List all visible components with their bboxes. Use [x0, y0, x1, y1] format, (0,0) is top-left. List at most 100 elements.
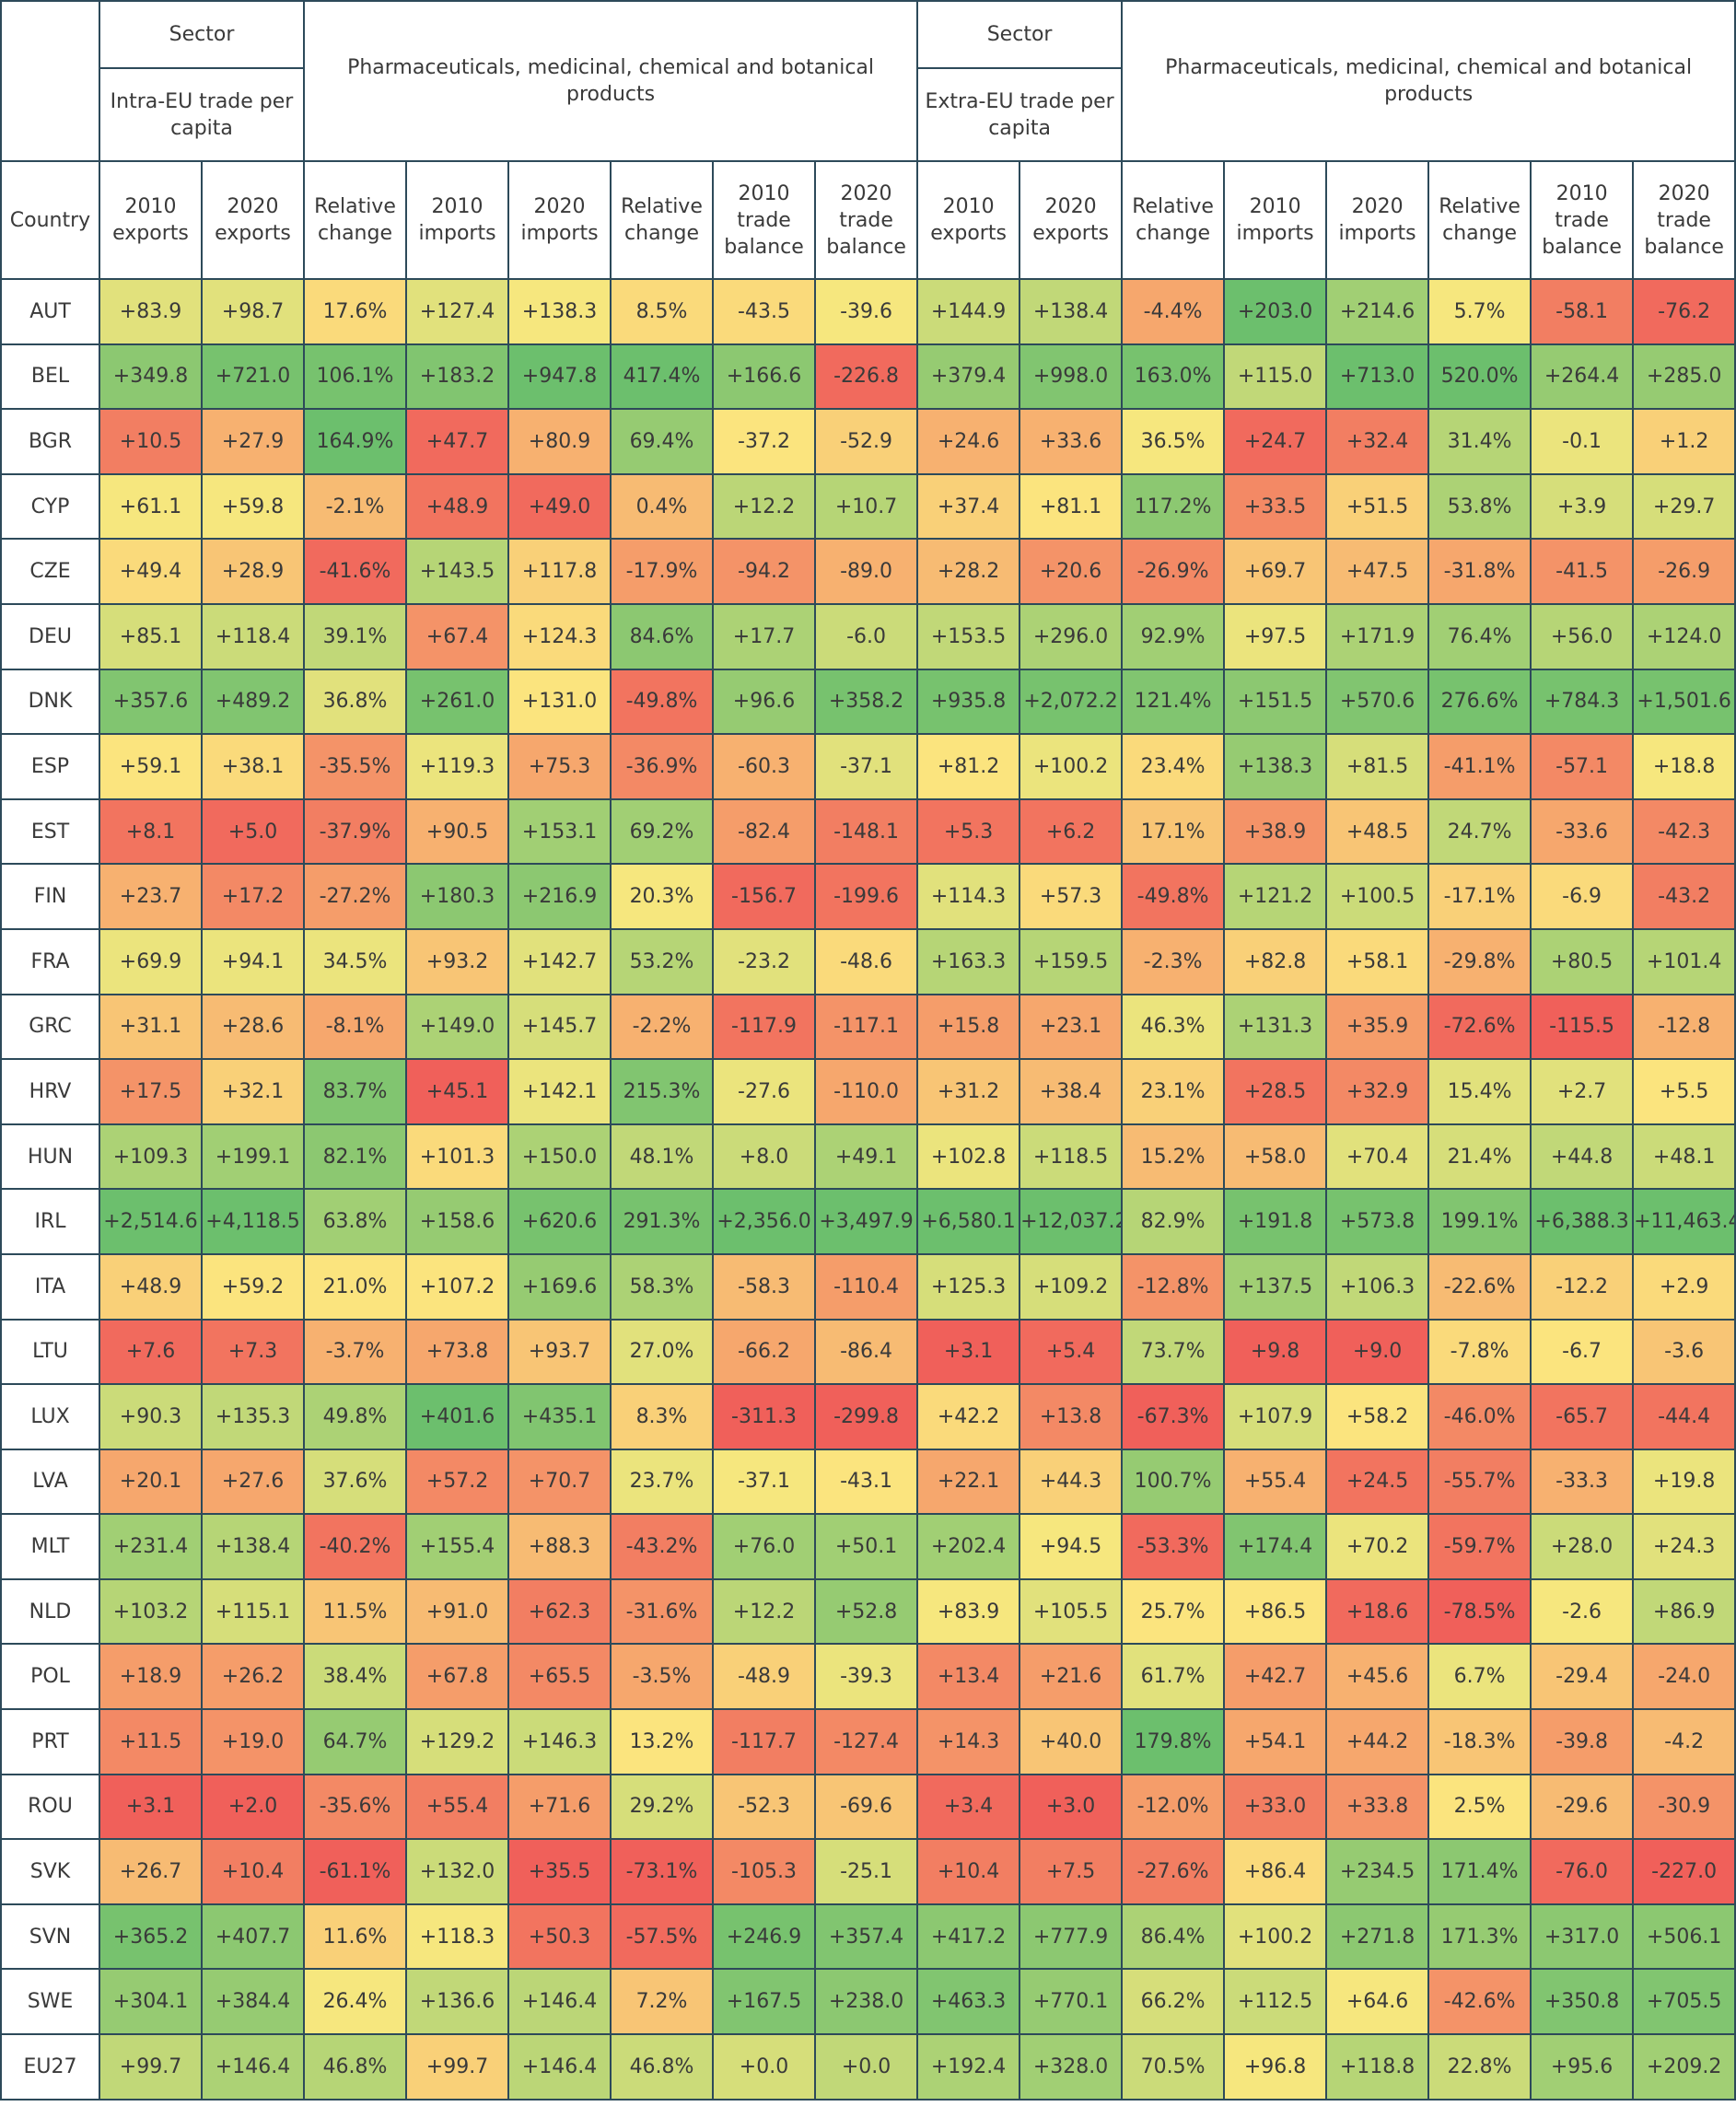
intra-value-cell: +136.6 [405, 1968, 510, 2036]
intra-value-cell: +401.6 [405, 1383, 510, 1450]
country-cell: ROU [0, 1773, 100, 1841]
extra-value-cell: +83.9 [916, 1577, 1021, 1646]
extra-value-cell: +271.8 [1325, 1903, 1430, 1971]
extra-value-cell: 163.0% [1121, 343, 1226, 411]
intra-value-cell: +166.6 [712, 343, 817, 411]
intra-value-cell: +65.5 [507, 1643, 612, 1711]
extra-value-cell: +174.4 [1223, 1513, 1328, 1580]
intra-value-cell: 46.8% [303, 2033, 408, 2101]
intra-value-cell: +169.6 [507, 1252, 612, 1321]
intra-value-cell: +52.8 [814, 1577, 919, 1646]
intra-value-cell: +45.1 [405, 1058, 510, 1125]
extra-value-cell: +57.3 [1019, 863, 1124, 930]
extra-value-cell: -42.6% [1427, 1968, 1532, 2036]
intra-column-header: Relative change [303, 160, 408, 280]
extra-value-cell: +1.2 [1632, 408, 1736, 475]
intra-value-cell: +127.4 [405, 278, 510, 345]
intra-value-cell: +32.1 [200, 1058, 306, 1125]
extra-value-cell: -33.3 [1530, 1448, 1635, 1516]
intra-value-cell: +17.7 [712, 602, 817, 670]
intra-value-cell: +143.5 [405, 538, 510, 605]
table-row: ROU +3.1 +2.0 -35.6% +55.4 +71.6 29.2% -52.3 -69… [0, 1773, 1736, 1841]
intra-value-cell: +71.6 [507, 1773, 612, 1841]
country-cell: HRV [0, 1058, 100, 1125]
extra-value-cell: +3.0 [1019, 1773, 1124, 1841]
extra-value-cell: +95.6 [1530, 2033, 1635, 2101]
table-row: DNK +357.6 +489.2 36.8% +261.0 +131.0 -49.8% +9… [0, 668, 1736, 736]
intra-value-cell: +83.9 [99, 278, 203, 345]
extra-value-cell: +6,580.1 [916, 1188, 1021, 1255]
intra-value-cell: -299.8 [814, 1383, 919, 1450]
intra-value-cell: -43.1 [814, 1448, 919, 1516]
intra-value-cell: 49.8% [303, 1383, 408, 1450]
intra-value-cell: +26.7 [99, 1838, 203, 1905]
intra-value-cell: 48.1% [610, 1123, 715, 1191]
intra-value-cell: +50.3 [507, 1903, 612, 1971]
corner-cell [0, 0, 100, 162]
intra-value-cell: +75.3 [507, 733, 612, 800]
extra-value-cell: -24.0 [1632, 1643, 1736, 1711]
intra-value-cell: +7.6 [99, 1318, 203, 1386]
extra-value-cell: +12,037.2 [1019, 1188, 1124, 1255]
intra-value-cell: 164.9% [303, 408, 408, 475]
extra-value-cell: 5.7% [1427, 278, 1532, 345]
extra-value-cell: -12.8% [1121, 1252, 1226, 1321]
intra-value-cell: 38.4% [303, 1643, 408, 1711]
intra-value-cell: 53.2% [610, 927, 715, 995]
extra-value-cell: +22.1 [916, 1448, 1021, 1516]
extra-value-cell: +3.1 [916, 1318, 1021, 1386]
intra-value-cell: -3.7% [303, 1318, 408, 1386]
extra-value-cell: +58.0 [1223, 1123, 1328, 1191]
intra-value-cell: +124.3 [507, 602, 612, 670]
intra-value-cell: +365.2 [99, 1903, 203, 1971]
intra-value-cell: 27.0% [610, 1318, 715, 1386]
intra-value-cell: +61.1 [99, 472, 203, 541]
extra-value-cell: 171.3% [1427, 1903, 1532, 1971]
intra-value-cell: -37.1 [712, 1448, 817, 1516]
country-cell: ITA [0, 1252, 100, 1321]
intra-value-cell: +158.6 [405, 1188, 510, 1255]
extra-value-cell: 36.5% [1121, 408, 1226, 475]
intra-value-cell: +261.0 [405, 668, 510, 736]
intra-value-cell: 82.1% [303, 1123, 408, 1191]
extra-column-header: Relative change [1427, 160, 1532, 280]
extra-value-cell: 76.4% [1427, 602, 1532, 670]
intra-value-cell: +90.5 [405, 797, 510, 866]
intra-value-cell: +91.0 [405, 1577, 510, 1646]
intra-value-cell: +93.7 [507, 1318, 612, 1386]
table-row: IRL +2,514.6 +4,118.5 63.8% +158.6 +620.6 291.… [0, 1188, 1736, 1255]
extra-value-cell: -57.1 [1530, 733, 1635, 800]
extra-value-cell: +24.3 [1632, 1513, 1736, 1580]
intra-value-cell: -127.4 [814, 1708, 919, 1775]
extra-value-cell: +81.5 [1325, 733, 1430, 800]
extra-value-cell: +5.5 [1632, 1058, 1736, 1125]
extra-value-cell: 121.4% [1121, 668, 1226, 736]
intra-value-cell: +28.9 [200, 538, 306, 605]
intra-value-cell: +2,514.6 [99, 1188, 203, 1255]
extra-value-cell: 86.4% [1121, 1903, 1226, 1971]
extra-value-cell: +100.5 [1325, 863, 1430, 930]
extra-value-cell: +6.2 [1019, 797, 1124, 866]
table-row: CYP +61.1 +59.8 -2.1% +48.9 +49.0 0.4% +12.2 +10… [0, 472, 1736, 541]
country-cell: SWE [0, 1968, 100, 2036]
intra-value-cell: -43.5 [712, 278, 817, 345]
extra-value-cell: 520.0% [1427, 343, 1532, 411]
extra-value-cell: +94.5 [1019, 1513, 1124, 1580]
intra-value-cell: +98.7 [200, 278, 306, 345]
extra-value-cell: -39.8 [1530, 1708, 1635, 1775]
country-cell: IRL [0, 1188, 100, 1255]
table-row: FRA +69.9 +94.1 34.5% +93.2 +142.7 53.2% -23.2-… [0, 927, 1736, 995]
intra-value-cell: -2.1% [303, 472, 408, 541]
country-cell: POL [0, 1643, 100, 1711]
extra-value-cell: +214.6 [1325, 278, 1430, 345]
extra-value-cell: +21.6 [1019, 1643, 1124, 1711]
intra-value-cell: -37.1 [814, 733, 919, 800]
intra-value-cell: +620.6 [507, 1188, 612, 1255]
intra-value-cell: +146.4 [507, 2033, 612, 2101]
intra-value-cell: -57.5% [610, 1903, 715, 1971]
intra-value-cell: +101.3 [405, 1123, 510, 1191]
intra-value-cell: +8.0 [712, 1123, 817, 1191]
extra-value-cell: +28.2 [916, 538, 1021, 605]
country-cell: PRT [0, 1708, 100, 1775]
extra-value-cell: +115.0 [1223, 343, 1328, 411]
